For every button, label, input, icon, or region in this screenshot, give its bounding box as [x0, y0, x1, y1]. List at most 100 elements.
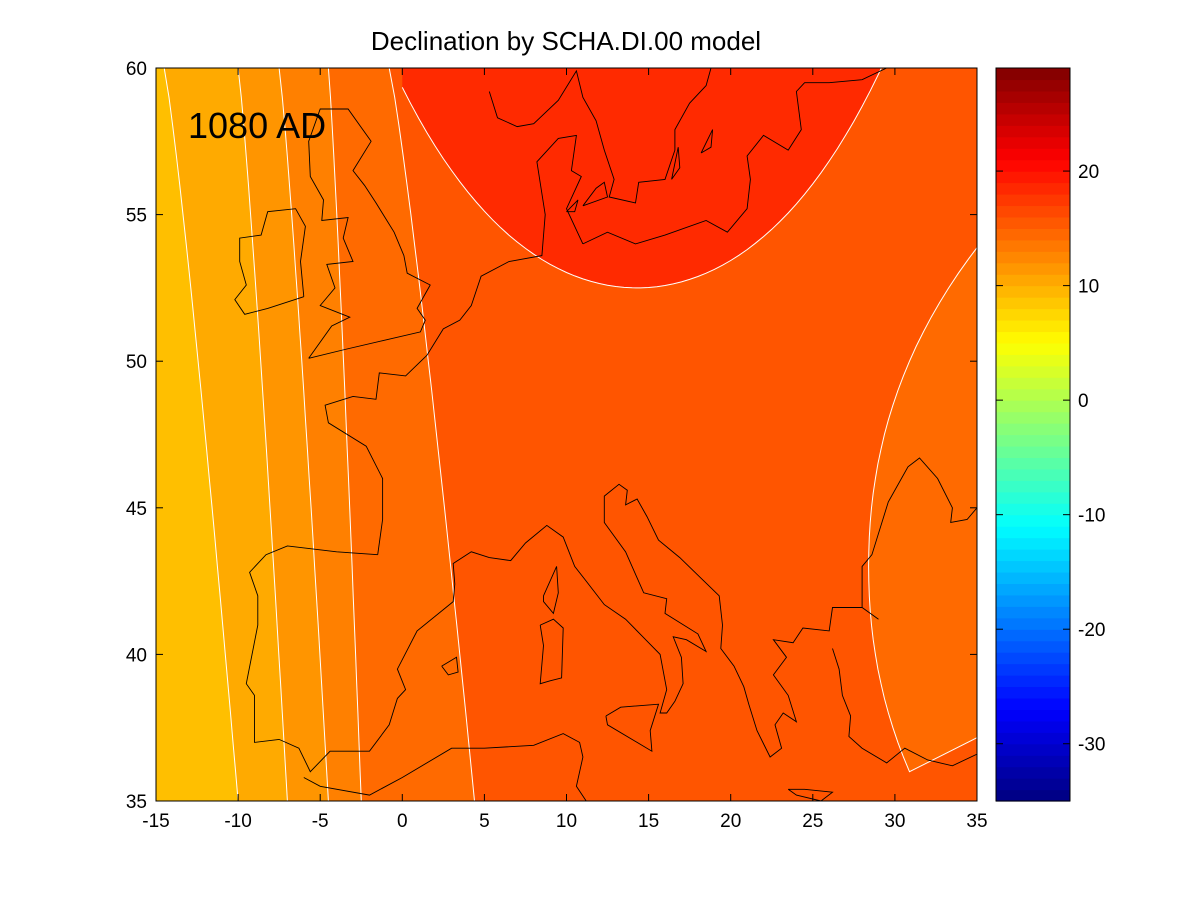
colorbar-tick-label: 20 [1078, 162, 1099, 183]
colorbar-step [996, 491, 1070, 504]
colorbar-step [996, 68, 1070, 81]
x-tick-label: 15 [638, 811, 659, 832]
map-plot-area [156, 68, 977, 801]
y-tick-label: 45 [126, 499, 147, 520]
coastline [605, 703, 660, 753]
colorbar-step [996, 755, 1070, 768]
colorbar-step [996, 537, 1070, 550]
colorbar-tick-label: -30 [1078, 735, 1105, 756]
contour-line [401, 68, 882, 289]
colorbar-tick-label: -20 [1078, 620, 1105, 641]
colorbar-step [996, 503, 1070, 516]
colorbar-step [996, 652, 1070, 665]
colorbar-step [996, 640, 1070, 653]
coastline [234, 208, 306, 315]
colorbar-step [996, 526, 1070, 539]
colorbar-step [996, 285, 1070, 298]
colorbar-tick-label: 10 [1078, 277, 1099, 298]
coastline [452, 483, 879, 758]
coastline [582, 181, 609, 207]
x-tick-label: 25 [802, 811, 823, 832]
y-tick-label: 40 [126, 645, 147, 666]
colorbar-step [996, 766, 1070, 779]
coastline [582, 68, 887, 245]
colorbar-tick-label: 0 [1078, 391, 1089, 412]
colorbar-step [996, 675, 1070, 688]
colorbar-step [996, 400, 1070, 413]
colorbar-step [996, 629, 1070, 642]
colorbar-step [996, 480, 1070, 493]
contour-line [237, 68, 288, 801]
colorbar-step [996, 354, 1070, 367]
colorbar-step [996, 697, 1070, 710]
y-tick-label: 55 [126, 206, 147, 227]
colorbar-step [996, 663, 1070, 676]
colorbar: -30 -20 -10 0 10 20 [995, 67, 1105, 802]
colorbar-step [996, 514, 1070, 527]
colorbar-step [996, 274, 1070, 287]
coastline [543, 566, 559, 615]
colorbar-step [996, 732, 1070, 745]
colorbar-step [996, 182, 1070, 195]
colorbar-step [996, 113, 1070, 126]
colorbar-step [996, 617, 1070, 630]
colorbar-tick-label: -10 [1078, 506, 1105, 527]
colorbar-step [996, 594, 1070, 607]
colorbar-step [996, 228, 1070, 241]
colorbar-step [996, 171, 1070, 184]
colorbar-step [996, 308, 1070, 321]
coastline [539, 618, 564, 685]
colorbar-step [996, 423, 1070, 436]
colorbar-step [996, 445, 1070, 459]
coastline [671, 147, 681, 180]
coastline [566, 199, 579, 213]
colorbar-step [996, 262, 1070, 275]
colorbar-step [996, 377, 1070, 390]
x-tick-label: 35 [966, 811, 987, 832]
colorbar-step [996, 411, 1070, 424]
coastline [832, 648, 977, 767]
contour-line [868, 246, 977, 773]
coastline [787, 788, 834, 801]
contour-line [388, 68, 475, 801]
colorbar-step [996, 560, 1070, 573]
coastline [245, 545, 456, 773]
year-annotation: 1080 AD [188, 105, 326, 146]
colorbar-step [996, 365, 1070, 378]
map-axes: -15 -10 -5 0 5 10 15 20 25 30 35 35 40 45 50 55 60 [126, 59, 988, 832]
colorbar-step [996, 148, 1070, 161]
colorbar-step [996, 251, 1070, 264]
colorbar-step [996, 720, 1070, 733]
x-tick-label: 10 [556, 811, 577, 832]
y-tick-label: 50 [126, 352, 147, 373]
colorbar-step [996, 789, 1070, 802]
x-tick-label: -5 [312, 811, 329, 832]
y-tick-label: 60 [126, 59, 147, 80]
colorbar-step [996, 709, 1070, 722]
y-tick-label: 35 [126, 792, 147, 813]
colorbar-step [996, 571, 1070, 584]
colorbar-step [996, 205, 1070, 218]
colorbar-step [996, 159, 1070, 172]
coastline [700, 129, 714, 154]
colorbar-step [996, 297, 1070, 310]
colorbar-step [996, 331, 1070, 344]
colorbar-step [996, 686, 1070, 699]
colorbar-step [996, 125, 1070, 138]
coastline [441, 656, 459, 676]
x-tick-label: 30 [884, 811, 905, 832]
x-tick-label: 5 [479, 811, 490, 832]
colorbar-step [996, 79, 1070, 92]
colorbar-step [996, 193, 1070, 207]
x-tick-label: -15 [142, 811, 169, 832]
colorbar-step [996, 388, 1070, 401]
x-tick-label: -10 [224, 811, 251, 832]
colorbar-step [996, 216, 1070, 229]
contour-line [163, 68, 239, 801]
colorbar-step [996, 319, 1070, 333]
colorbar-step [996, 342, 1070, 355]
contour-line [278, 68, 329, 801]
coastline [303, 733, 587, 801]
chart-title: Declination by SCHA.DI.00 model [371, 26, 761, 56]
